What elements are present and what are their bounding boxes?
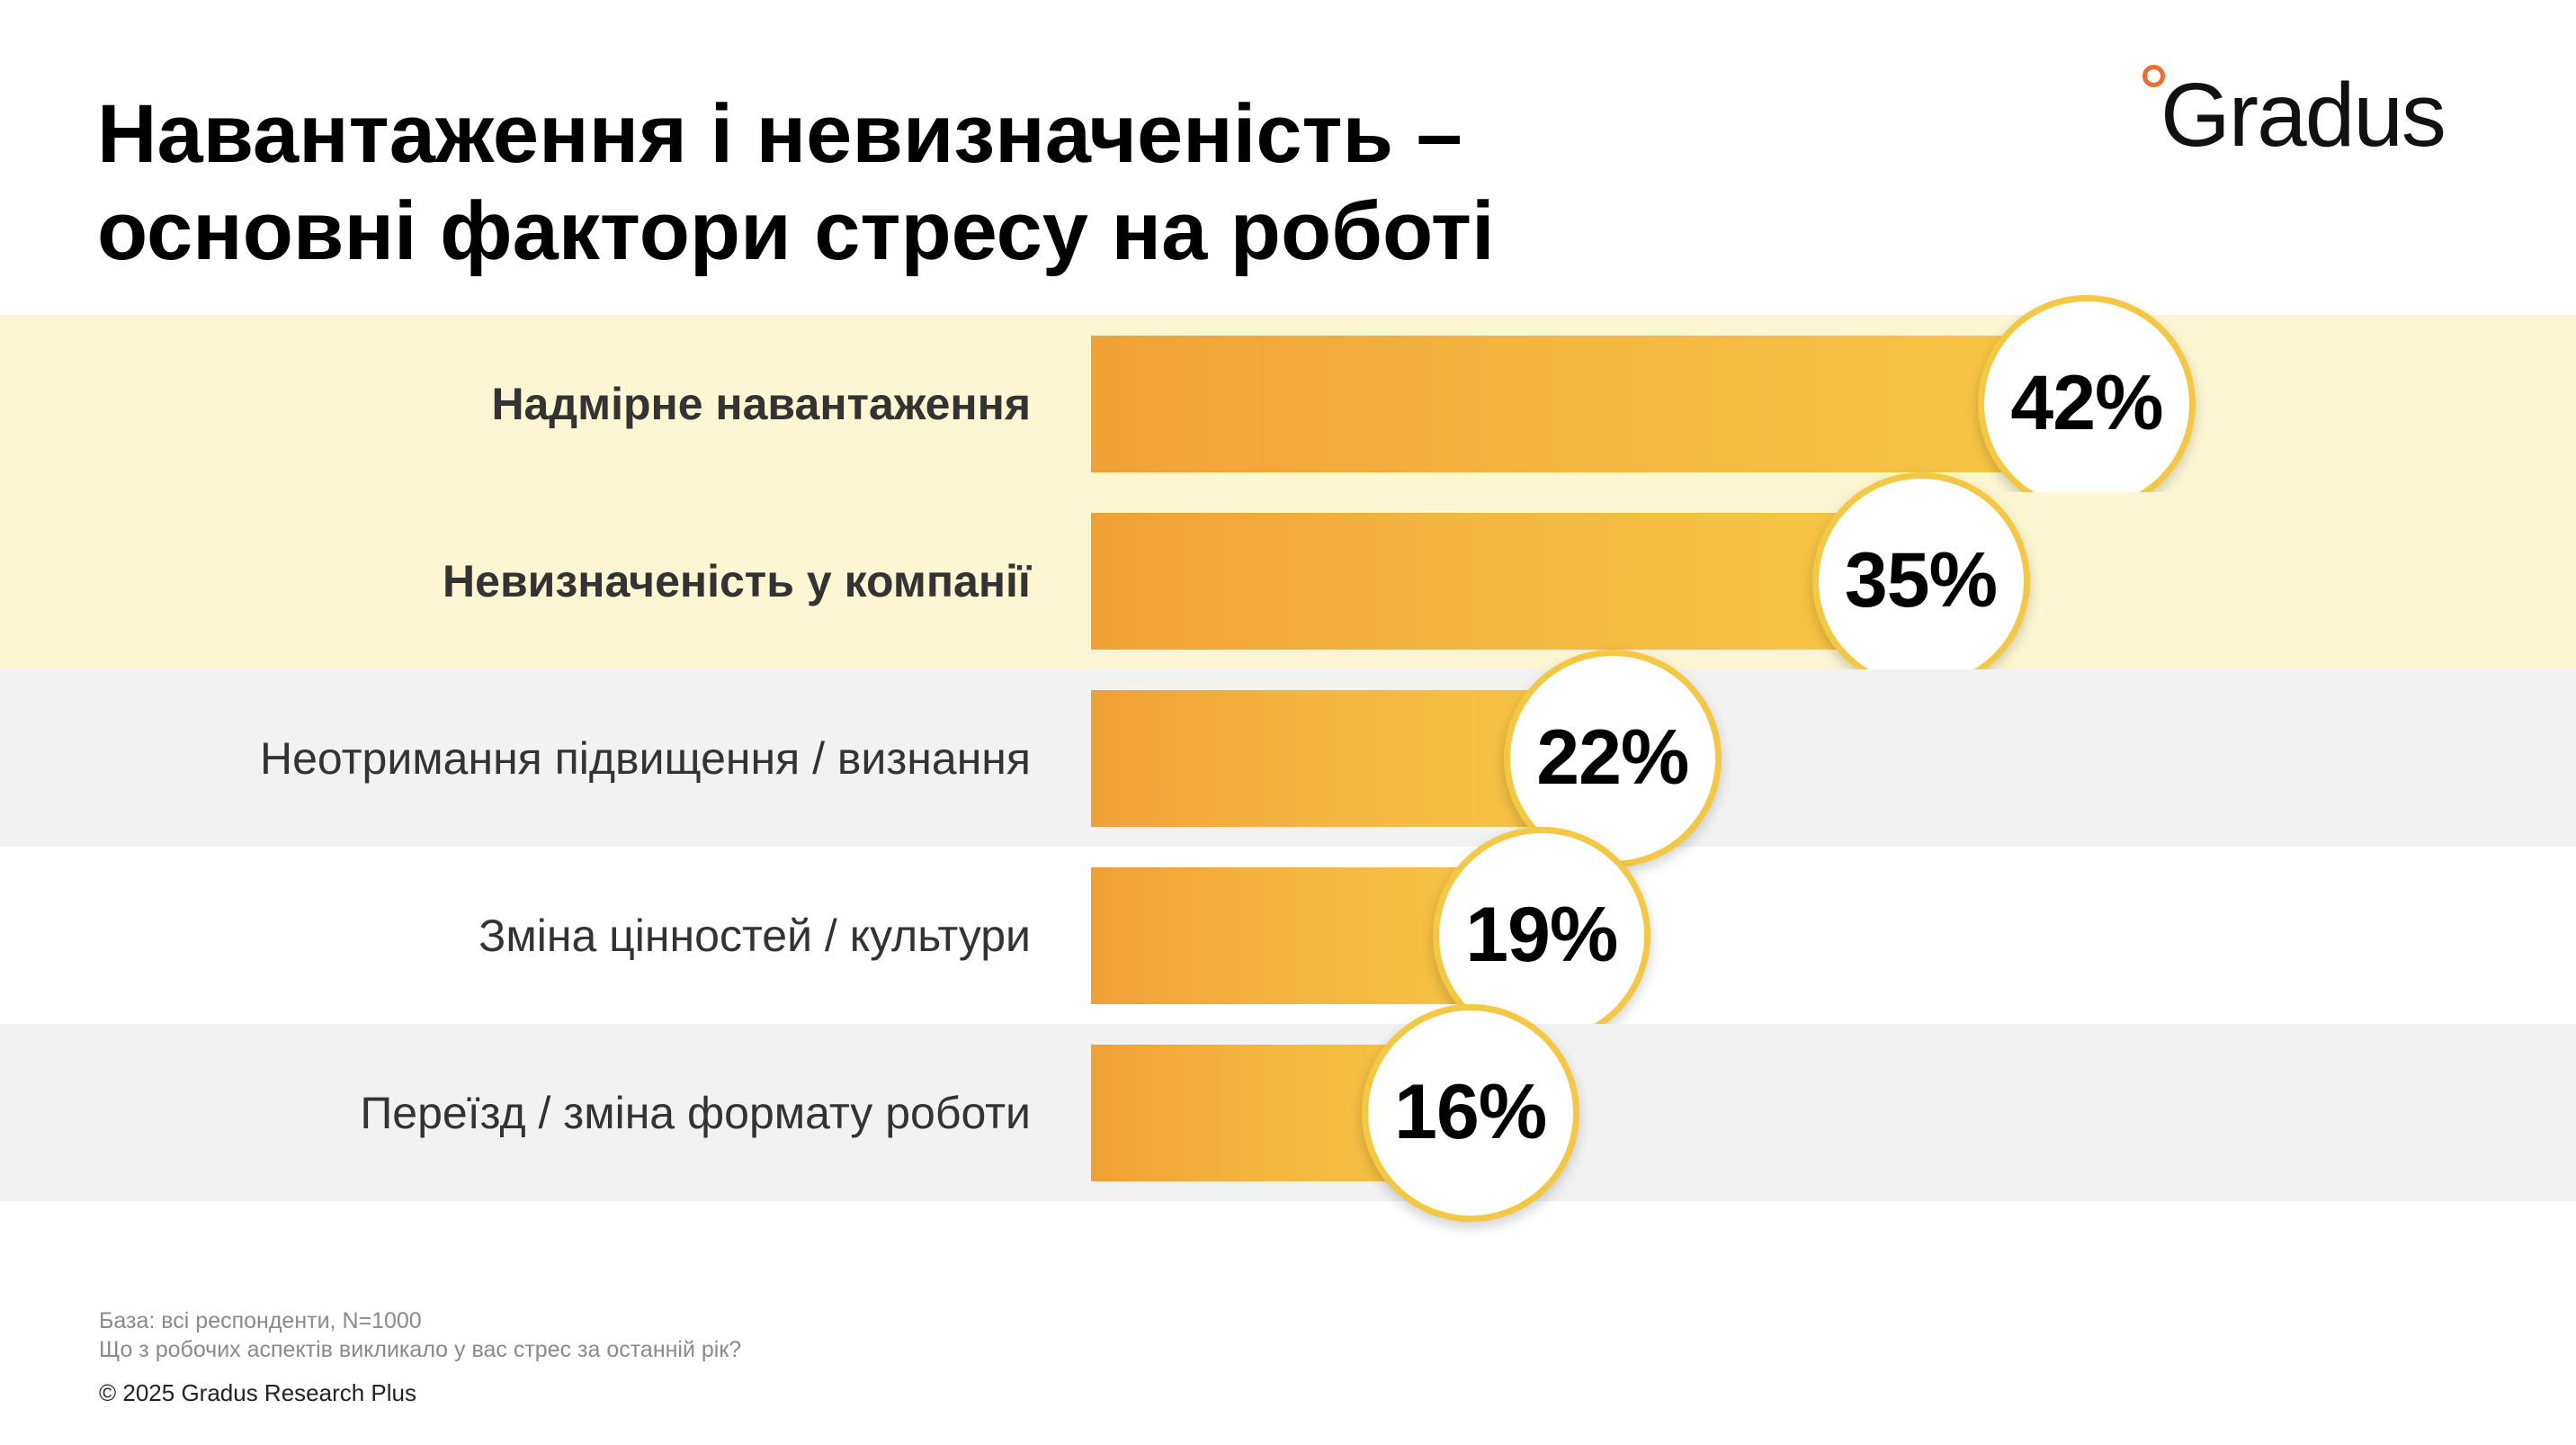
bar xyxy=(1091,335,2087,472)
footer-question: Що з робочих аспектів викликало у вас ст… xyxy=(99,1337,742,1362)
category-label: Невизначеність у компанії xyxy=(443,555,1031,606)
gradus-logo: Gradus xyxy=(2137,63,2497,171)
value-bubble: 42% xyxy=(1978,294,2196,513)
logo-text: Gradus xyxy=(2160,65,2446,166)
value-label: 16% xyxy=(1394,1069,1547,1155)
title-line-2: основні фактори стресу на роботі xyxy=(97,185,1495,277)
value-label: 35% xyxy=(1844,537,1998,624)
value-bubble: 16% xyxy=(1361,1003,1579,1222)
title-line-1: Навантаження і невизначеність – xyxy=(97,88,1462,180)
value-bubble: 35% xyxy=(1811,471,2030,690)
logo-dot-icon xyxy=(2142,65,2165,87)
value-label: 22% xyxy=(1536,714,1689,801)
value-label: 19% xyxy=(1465,892,1618,978)
category-label: Зміна цінностей / культури xyxy=(479,910,1031,961)
footer-copyright: © 2025 Gradus Research Plus xyxy=(99,1379,417,1406)
value-label: 42% xyxy=(2010,360,2163,446)
page-title: Навантаження і невизначеність – основні … xyxy=(97,85,1495,280)
category-label: Надмірне навантаження xyxy=(491,378,1031,429)
bar xyxy=(1091,512,1921,650)
bar-chart: Надмірне навантаження 42% Невизначеність у… xyxy=(0,294,2576,1251)
category-label: Неотримання підвищення / визнання xyxy=(260,732,1031,784)
category-label: Переїзд / зміна формату роботи xyxy=(360,1087,1031,1138)
footer-base: База: всі респонденти, N=1000 xyxy=(99,1308,422,1333)
